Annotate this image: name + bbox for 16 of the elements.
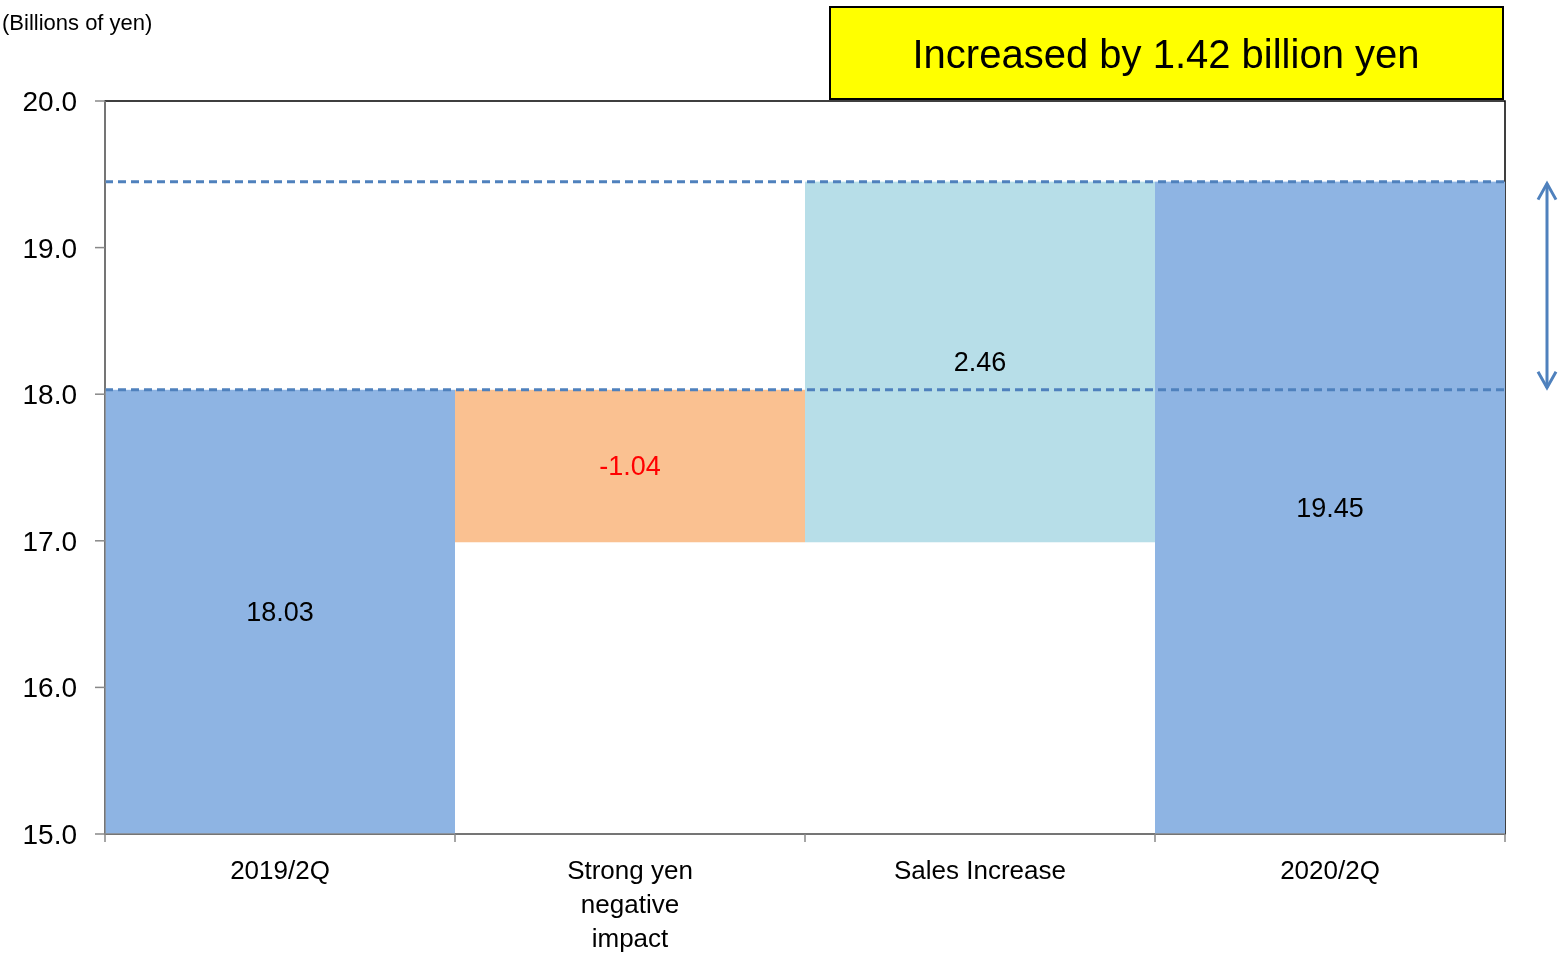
data-label: 18.03 [246, 596, 314, 627]
x-tick-label: 2019/2Q [230, 855, 330, 885]
text: Increased by 1.42 billion yen [912, 32, 1420, 76]
x-tick-label: Strong yen negative impact [567, 855, 693, 953]
y-axis-title: (Billions of yen) [2, 10, 153, 35]
y-tick-label: 17.0 [22, 525, 77, 557]
x-tick-label: 2020/2Q [1280, 855, 1380, 885]
data-label: 19.45 [1296, 492, 1364, 523]
y-tick-label: 20.0 [22, 86, 77, 117]
data-label: -1.04 [599, 451, 661, 482]
y-tick-label: 18.0 [22, 379, 77, 411]
x-tick-label: Sales Increase [894, 855, 1066, 885]
y-tick-label: 19.0 [22, 232, 77, 264]
y-tick-label: 16.0 [22, 672, 77, 704]
y-tick-label: 15.0 [22, 819, 77, 850]
data-label: 2.46 [953, 346, 1007, 377]
